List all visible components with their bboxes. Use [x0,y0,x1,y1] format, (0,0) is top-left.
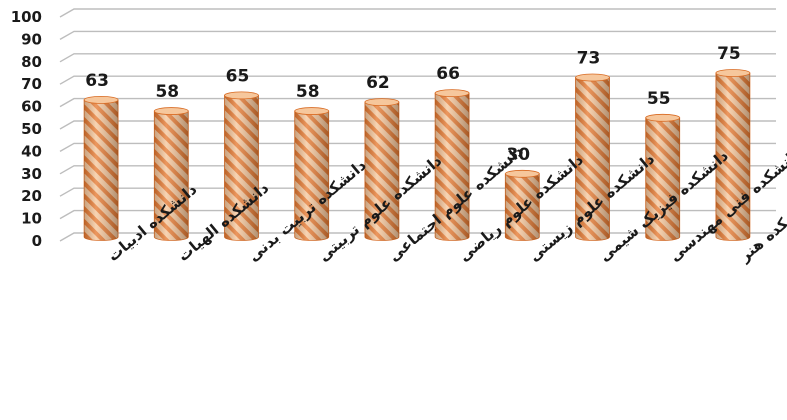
gridline [59,75,776,85]
gridlines [59,8,776,242]
gridline [59,53,776,63]
gridline [59,209,776,220]
gridline [59,232,776,242]
data-label: 66 [436,64,460,84]
data-label: 58 [296,82,320,102]
y-tick-label: 70 [21,75,42,93]
bar [504,169,540,241]
y-tick-label: 50 [21,120,42,138]
gridline [59,142,776,153]
bar [153,107,189,241]
data-labels: 63 58 65 58 62 66 30 73 55 75 [85,44,740,165]
bar [83,95,119,241]
gridline [59,97,776,108]
y-tick-label: 20 [21,187,42,205]
data-label: 75 [717,44,741,64]
data-label: 30 [506,145,530,165]
data-label: 55 [647,89,671,109]
data-label: 63 [85,71,109,91]
bars [83,69,751,241]
bar [715,69,751,241]
y-tick-label: 100 [11,8,42,26]
data-label: 62 [366,73,390,93]
bar [364,98,400,241]
bar [575,73,610,241]
data-label: 58 [155,82,179,102]
y-tick-label: 60 [21,98,42,116]
gridline [59,187,776,197]
bar [434,89,470,241]
data-label: 65 [226,66,250,86]
gridline [59,120,776,130]
gridline [59,165,776,175]
y-tick-label: 10 [21,210,42,228]
y-tick-label: 30 [21,165,42,183]
y-tick-label: 40 [21,142,42,160]
y-axis-ticks: 0 10 20 30 40 50 60 70 80 90 100 [11,8,42,250]
gridline [59,8,776,18]
bar [294,107,330,241]
y-tick-label: 0 [32,232,42,250]
y-tick-label: 80 [21,53,42,71]
y-tick-label: 90 [21,30,42,48]
data-label: 73 [577,48,601,68]
gridline [59,30,776,41]
bar [224,91,259,241]
bar [645,113,681,241]
x-tick-label: دانشکده علوم ریاضی [455,150,587,265]
